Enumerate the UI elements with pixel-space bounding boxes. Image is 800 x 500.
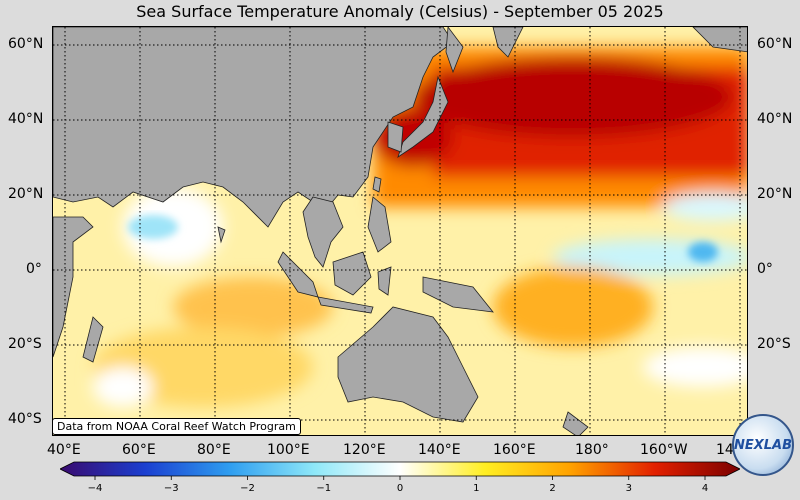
sst-anomaly-map [52,26,748,436]
anomaly-southwest-neutral [93,367,153,407]
land-new-zealand [562,411,589,435]
land [53,27,747,435]
land-sulawesi [377,266,392,296]
graticule [53,27,747,435]
colorbar-tick-label: 1 [473,483,480,494]
lat-label-right-20s: 20°S [757,336,791,352]
colorbar-tick-label: 2 [549,483,556,494]
lat-label-right-40n: 40°N [757,111,793,127]
land-borneo [332,251,372,296]
anomaly-field [93,47,747,407]
colorbar-tick-label: −4 [87,483,103,494]
anomaly-south-pacific-warm [493,267,653,347]
lat-label-60n: 60°N [8,36,44,52]
colorbar-tick-label: 4 [701,483,709,494]
colorbar [60,461,740,480]
land-java [317,296,374,314]
anomaly-indian-ocean-warm [173,277,333,337]
colorbar-tick-label: −3 [163,483,179,494]
colorbar-gradient [60,461,740,477]
anomaly-cool-spot [688,242,718,262]
colorbar-tick-label: −1 [316,483,332,494]
colorbar-tick-label: 3 [625,483,632,494]
lat-label-20n: 20°N [8,186,44,202]
land-sakhalin [445,27,464,74]
anomaly-arabian-cool [128,215,178,239]
lon-label-80e: 80°E [197,442,231,458]
land-australia [337,306,479,423]
anomaly-southeast-neutral [643,347,747,387]
map-title: Sea Surface Temperature Anomaly (Celsius… [136,2,664,21]
lon-label-60e: 60°E [122,442,156,458]
lon-label-160w: 160°W [640,442,688,458]
lat-label-right-equator: 0° [757,261,773,277]
colorbar-ticks [94,476,706,480]
data-source-note: Data from NOAA Coral Reef Watch Program [52,418,301,435]
logo-text: NEXLAB [733,437,793,453]
anomaly-subtropical-cool [663,193,747,221]
colorbar-tick-label: −2 [240,483,255,494]
land-sri-lanka [217,226,226,244]
land-korea [387,121,404,153]
land-sumatra [277,251,319,298]
lat-label-right-20n: 20°N [757,186,793,202]
map-canvas [53,27,747,435]
land-africa [53,216,94,358]
colorbar-tick-label: 0 [396,483,404,494]
land-eurasia [53,27,454,228]
lat-label-40s: 40°S [8,411,42,427]
nexlab-logo: NEXLAB [732,414,794,476]
land-kamchatka [492,27,524,58]
land-alaska [692,27,747,53]
land-indochina [302,196,344,268]
lon-label-120e: 120°E [343,442,386,458]
anomaly-hot-core [413,57,733,137]
land-philippines [367,196,392,253]
lon-label-140e: 140°E [418,442,461,458]
lat-label-20s: 20°S [8,336,42,352]
land-new-guinea [422,276,494,313]
lon-label-100e: 100°E [267,442,310,458]
lat-label-equator: 0° [26,261,42,277]
lon-label-180: 180° [575,442,609,458]
land-madagascar [82,316,104,363]
lon-label-40e: 40°E [47,442,81,458]
land-taiwan [372,176,382,193]
land-japan [397,75,449,158]
lat-label-40n: 40°N [8,111,44,127]
lon-label-160e: 160°E [493,442,536,458]
lat-label-right-60n: 60°N [757,36,793,52]
